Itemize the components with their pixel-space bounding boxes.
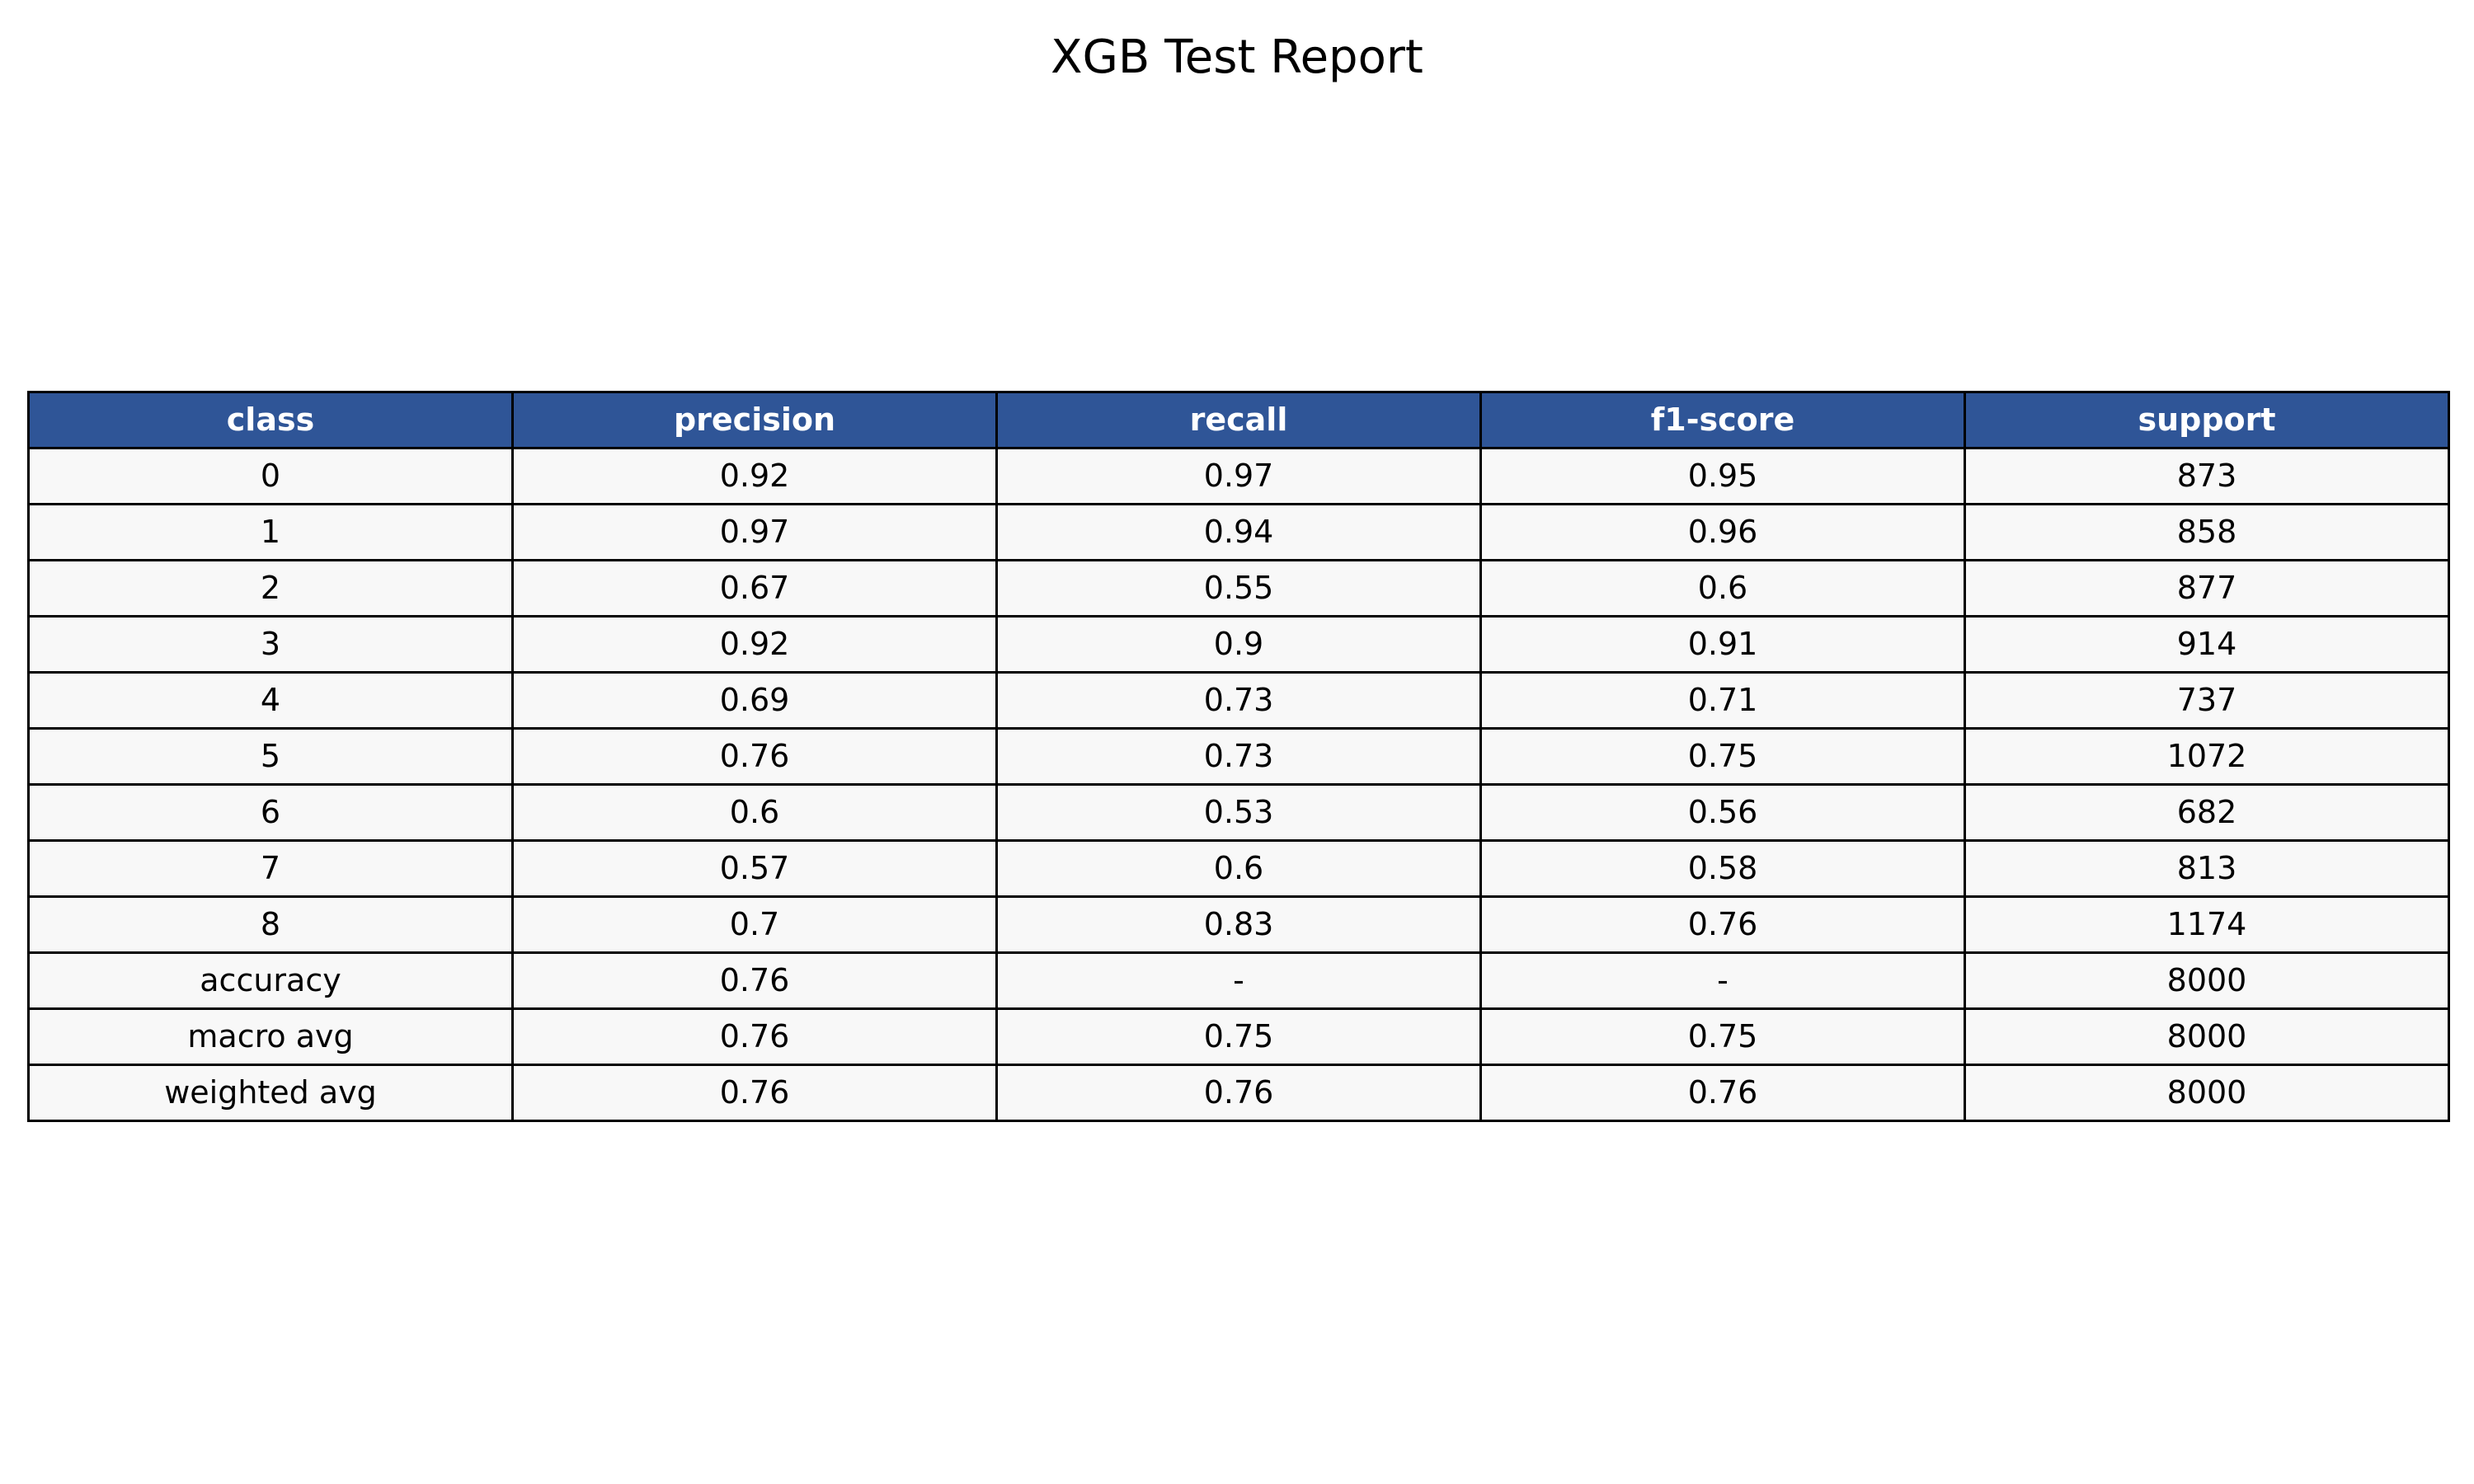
column-header-precision: precision (511, 391, 998, 449)
table-cell-precision: 0.6 (511, 783, 998, 842)
table-cell-recall: 0.94 (995, 503, 1482, 561)
table-cell-f1-score: 0.95 (1479, 447, 1966, 505)
table-cell-precision: 0.76 (511, 727, 998, 786)
table-cell-class: 3 (27, 615, 514, 674)
table-cell-support: 1174 (1964, 895, 2450, 954)
column-header-f1-score: f1-score (1479, 391, 1966, 449)
table-cell-recall: 0.73 (995, 671, 1482, 730)
table-row: 5 0.76 0.73 0.75 1072 (27, 727, 2450, 786)
table-header-row: class precision recall f1-score support (27, 391, 2450, 449)
table-body: 0 0.92 0.97 0.95 873 1 0.97 0.94 0.96 858 2 0.67 0.5… (27, 447, 2450, 1122)
column-header-support: support (1964, 391, 2450, 449)
table-cell-support: 873 (1964, 447, 2450, 505)
column-header-recall: recall (995, 391, 1482, 449)
table-row: 6 0.6 0.53 0.56 682 (27, 783, 2450, 842)
classification-report-table: class precision recall f1-score support 0 0.9… (27, 391, 2450, 1122)
table-cell-class: 5 (27, 727, 514, 786)
table-cell-recall: 0.9 (995, 615, 1482, 674)
table-cell-recall: 0.97 (995, 447, 1482, 505)
table-cell-precision: 0.76 (511, 1064, 998, 1122)
table-cell-f1-score: 0.56 (1479, 783, 1966, 842)
column-header-class: class (27, 391, 514, 449)
table-cell-support: 914 (1964, 615, 2450, 674)
table-cell-class: accuracy (27, 951, 514, 1010)
table-cell-class: 4 (27, 671, 514, 730)
table-cell-class: 1 (27, 503, 514, 561)
table-cell-support: 877 (1964, 559, 2450, 618)
table-cell-recall: 0.53 (995, 783, 1482, 842)
table-row: accuracy 0.76- -8000 (27, 951, 2450, 1010)
table-cell-precision: 0.97 (511, 503, 998, 561)
table-row: 2 0.67 0.55 0.6 877 (27, 559, 2450, 618)
chart-title: XGB Test Report (1051, 31, 1423, 84)
table-cell-class: 8 (27, 895, 514, 954)
table-cell-class: 2 (27, 559, 514, 618)
table-cell-precision: 0.57 (511, 839, 998, 898)
table-cell-support: 8000 (1964, 951, 2450, 1010)
table-cell-support: 8000 (1964, 1007, 2450, 1066)
table-cell-f1-score: 0.76 (1479, 895, 1966, 954)
table-cell-support: 858 (1964, 503, 2450, 561)
table-cell-recall: 0.76 (995, 1064, 1482, 1122)
table-cell-f1-score: 0.6 (1479, 559, 1966, 618)
table-row: 3 0.92 0.9 0.91 914 (27, 615, 2450, 674)
table-cell-support: 1072 (1964, 727, 2450, 786)
table-cell-precision: 0.7 (511, 895, 998, 954)
table-cell-f1-score: 0.58 (1479, 839, 1966, 898)
table-cell-f1-score: 0.75 (1479, 727, 1966, 786)
table-header: class precision recall f1-score support (27, 391, 2450, 449)
table-cell-recall: 0.83 (995, 895, 1482, 954)
table-cell-support: 737 (1964, 671, 2450, 730)
table-cell-recall: 0.55 (995, 559, 1482, 618)
table-cell-class: 0 (27, 447, 514, 505)
table-cell-precision: 0.92 (511, 615, 998, 674)
table-cell-precision: 0.92 (511, 447, 998, 505)
table-row: weighted avg 0.76 0.76 0.76 8000 (27, 1064, 2450, 1122)
table-cell-f1-score: 0.91 (1479, 615, 1966, 674)
table-row: 8 0.7 0.83 0.76 1174 (27, 895, 2450, 954)
table-cell-class: macro avg (27, 1007, 514, 1066)
table-cell-f1-score: 0.76 (1479, 1064, 1966, 1122)
table-cell-recall: 0.6 (995, 839, 1482, 898)
table-cell-support: 682 (1964, 783, 2450, 842)
table-cell-recall: - (995, 951, 1482, 1010)
table-cell-recall: 0.75 (995, 1007, 1482, 1066)
table-cell-precision: 0.67 (511, 559, 998, 618)
table-cell-recall: 0.73 (995, 727, 1482, 786)
table-cell-f1-score: 0.71 (1479, 671, 1966, 730)
table-row: macro avg 0.76 0.75 0.75 8000 (27, 1007, 2450, 1066)
table-row: 7 0.57 0.6 0.58 813 (27, 839, 2450, 898)
table-cell-precision: 0.69 (511, 671, 998, 730)
table-row: 4 0.69 0.73 0.71 737 (27, 671, 2450, 730)
table-cell-f1-score: 0.75 (1479, 1007, 1966, 1066)
table-cell-f1-score: 0.96 (1479, 503, 1966, 561)
table-row: 0 0.92 0.97 0.95 873 (27, 447, 2450, 505)
table-cell-class: 7 (27, 839, 514, 898)
table-cell-f1-score: - (1479, 951, 1966, 1010)
table-cell-class: 6 (27, 783, 514, 842)
table-cell-support: 813 (1964, 839, 2450, 898)
table-cell-support: 8000 (1964, 1064, 2450, 1122)
table-cell-precision: 0.76 (511, 951, 998, 1010)
table-row: 1 0.97 0.94 0.96 858 (27, 503, 2450, 561)
table-cell-class: weighted avg (27, 1064, 514, 1122)
table-cell-precision: 0.76 (511, 1007, 998, 1066)
